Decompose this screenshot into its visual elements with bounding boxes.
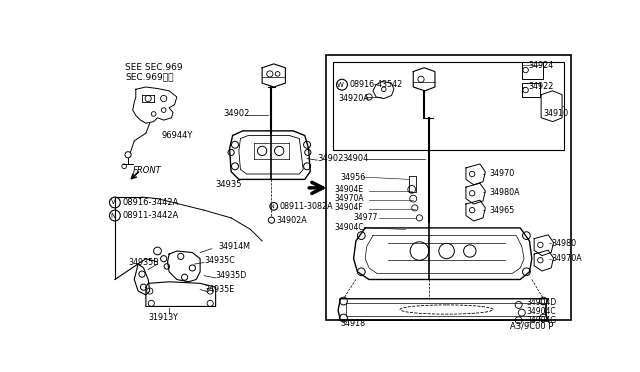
Text: 34904D: 34904D [527, 298, 557, 307]
Text: 34904C: 34904C [527, 307, 556, 316]
Text: 34977: 34977 [353, 214, 378, 222]
Text: 08911-3082A: 08911-3082A [279, 202, 333, 211]
Text: 34924: 34924 [528, 61, 553, 70]
Text: V: V [111, 199, 116, 205]
Text: 34970: 34970 [489, 170, 515, 179]
Text: 34920A: 34920A [338, 94, 369, 103]
Bar [326, 55, 572, 320]
Bar [346, 302, 546, 317]
Text: N: N [111, 212, 116, 219]
Bar [333, 62, 564, 150]
Text: 34980A: 34980A [489, 188, 520, 197]
Text: 34935D: 34935D [216, 271, 247, 280]
Bar [522, 83, 540, 97]
Bar [522, 62, 543, 78]
Text: 34935: 34935 [216, 180, 242, 189]
Text: 34904C: 34904C [334, 224, 364, 232]
Text: 34904: 34904 [342, 154, 369, 163]
Text: W: W [337, 82, 344, 88]
Text: FRONT: FRONT [132, 166, 161, 174]
Text: 34970A: 34970A [551, 254, 582, 263]
Text: 34902: 34902 [223, 109, 250, 118]
Text: 34965: 34965 [489, 206, 515, 215]
Text: 34902: 34902 [317, 154, 344, 163]
Text: 34904F: 34904F [334, 203, 363, 212]
Text: 34935B: 34935B [128, 258, 159, 267]
Text: 34935E: 34935E [204, 285, 234, 294]
Text: 34935C: 34935C [204, 256, 235, 265]
Text: 34902A: 34902A [276, 216, 307, 225]
Text: 08916-43542: 08916-43542 [349, 80, 403, 89]
Text: 34922: 34922 [528, 83, 554, 92]
Text: 08911-3442A: 08911-3442A [123, 211, 179, 220]
Text: 34904G: 34904G [527, 316, 557, 325]
Text: 34904E: 34904E [334, 185, 364, 194]
Text: SEC.969参照: SEC.969参照 [125, 73, 173, 81]
Text: SEE SEC.969: SEE SEC.969 [125, 63, 182, 72]
Text: N: N [270, 204, 275, 209]
Text: 34914M: 34914M [218, 242, 250, 251]
Text: 34956: 34956 [340, 173, 365, 182]
Text: 34910: 34910 [543, 109, 568, 118]
Text: 08916-3442A: 08916-3442A [123, 198, 179, 207]
Bar [410, 176, 415, 192]
Text: A3/9C00 P: A3/9C00 P [510, 322, 554, 331]
Text: 96944Y: 96944Y [161, 131, 193, 140]
Text: 34980: 34980 [551, 239, 577, 248]
Text: 31913Y: 31913Y [148, 314, 178, 323]
Text: 34970A: 34970A [334, 194, 364, 203]
Text: 34918: 34918 [340, 319, 365, 328]
